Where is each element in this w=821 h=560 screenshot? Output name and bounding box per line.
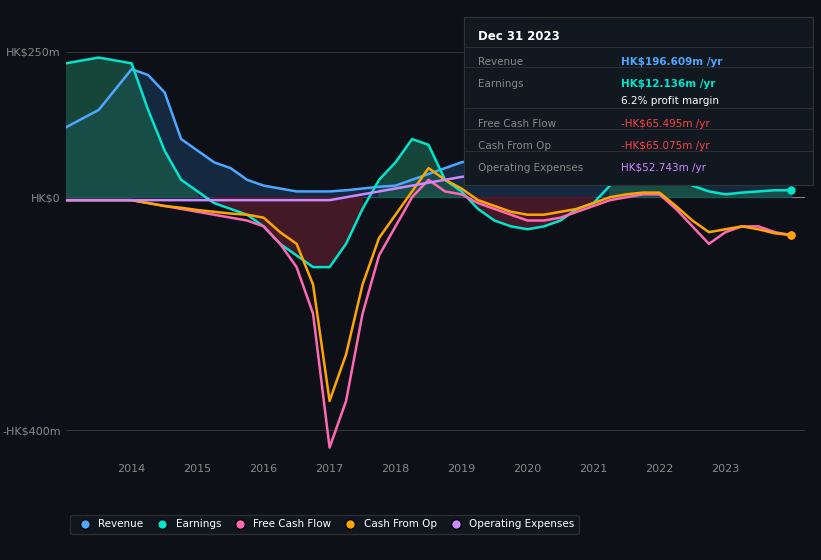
Text: HK$52.743m /yr: HK$52.743m /yr: [621, 163, 706, 173]
Text: HK$196.609m /yr: HK$196.609m /yr: [621, 57, 722, 67]
Text: Dec 31 2023: Dec 31 2023: [478, 30, 560, 43]
Text: HK$12.136m /yr: HK$12.136m /yr: [621, 79, 715, 89]
Legend: Revenue, Earnings, Free Cash Flow, Cash From Op, Operating Expenses: Revenue, Earnings, Free Cash Flow, Cash …: [70, 515, 579, 534]
Text: -HK$65.075m /yr: -HK$65.075m /yr: [621, 141, 709, 151]
Text: Earnings: Earnings: [478, 79, 523, 89]
Text: Free Cash Flow: Free Cash Flow: [478, 119, 556, 129]
Text: Revenue: Revenue: [478, 57, 523, 67]
Text: Cash From Op: Cash From Op: [478, 141, 551, 151]
Text: 6.2% profit margin: 6.2% profit margin: [621, 96, 719, 106]
Text: Operating Expenses: Operating Expenses: [478, 163, 583, 173]
Text: -HK$65.495m /yr: -HK$65.495m /yr: [621, 119, 709, 129]
